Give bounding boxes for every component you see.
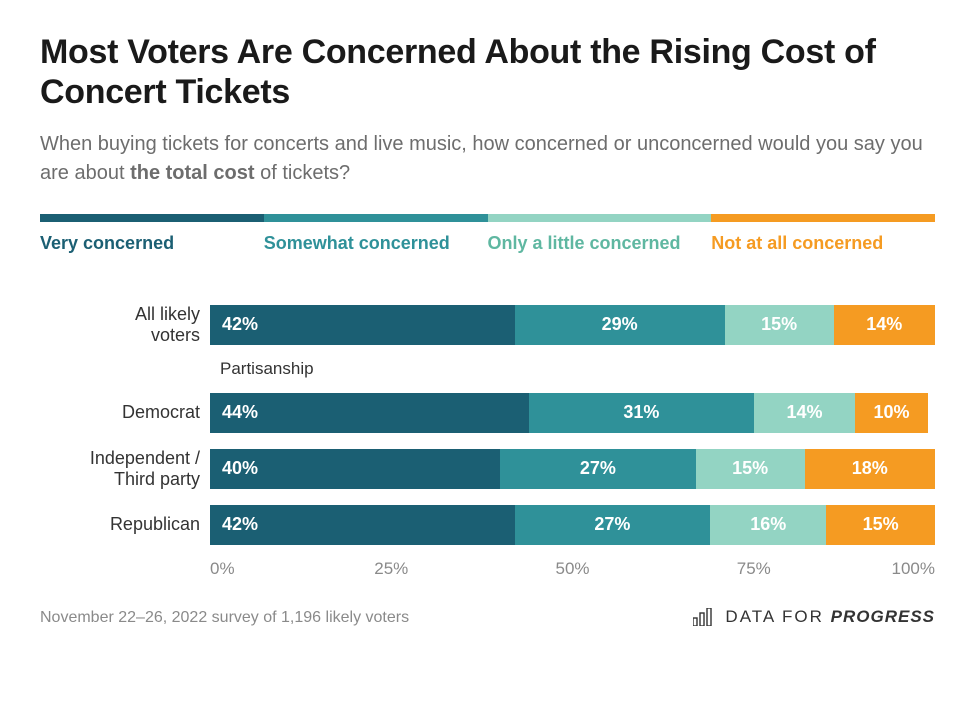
bar-segment: 15% [826, 505, 935, 545]
bar-segment: 42% [210, 505, 515, 545]
bar-segment: 42% [210, 305, 515, 345]
x-axis: 0% 25% 50% 75% 100% [40, 559, 935, 587]
bar-segment: 10% [855, 393, 928, 433]
bar-segment: 44% [210, 393, 529, 433]
brand-text-pre: DATA FOR [725, 607, 830, 626]
legend-item: Only a little concerned [488, 214, 712, 255]
bar-segment: 15% [696, 449, 805, 489]
bar: 44%31%14%10% [210, 393, 935, 433]
bar-segment: 14% [834, 305, 936, 345]
legend-item: Very concerned [40, 214, 264, 255]
legend-label: Somewhat concerned [264, 232, 488, 255]
bar-chart-icon [693, 608, 715, 626]
axis-tick: 100% [892, 559, 935, 579]
bar-segment: 16% [710, 505, 826, 545]
subtitle-post: of tickets? [255, 162, 351, 184]
row-label: All likelyvoters [40, 304, 210, 345]
legend-swatch [488, 214, 712, 222]
bar: 42%27%16%15% [210, 505, 935, 545]
bar: 40%27%15%18% [210, 449, 935, 489]
axis-tick: 75% [737, 559, 771, 579]
legend-swatch [40, 214, 264, 222]
section-label: Partisanship [220, 359, 935, 379]
row-label: Republican [40, 514, 210, 535]
legend-item: Somewhat concerned [264, 214, 488, 255]
subtitle-bold: the total cost [130, 162, 254, 184]
bar-segment: 31% [529, 393, 754, 433]
legend-label: Not at all concerned [711, 232, 935, 255]
legend-label: Only a little concerned [488, 232, 712, 255]
legend-item: Not at all concerned [711, 214, 935, 255]
row-label: Democrat [40, 402, 210, 423]
chart-row: All likelyvoters42%29%15%14% [40, 303, 935, 347]
chart-row: Democrat44%31%14%10% [40, 391, 935, 435]
axis-tick: 25% [374, 559, 408, 579]
legend-label: Very concerned [40, 232, 264, 255]
bar-segment: 40% [210, 449, 500, 489]
legend-swatch [711, 214, 935, 222]
chart-row: Independent /Third party40%27%15%18% [40, 447, 935, 491]
bar-segment: 18% [805, 449, 936, 489]
legend-swatch [264, 214, 488, 222]
source-note: November 22–26, 2022 survey of 1,196 lik… [40, 609, 409, 627]
axis-tick: 50% [555, 559, 589, 579]
bar: 42%29%15%14% [210, 305, 935, 345]
axis-tick: 0% [210, 559, 235, 579]
footer: November 22–26, 2022 survey of 1,196 lik… [40, 607, 935, 627]
row-label: Independent /Third party [40, 448, 210, 489]
bar-segment: 27% [515, 505, 711, 545]
bar-segment: 27% [500, 449, 696, 489]
chart-area: All likelyvoters42%29%15%14%Partisanship… [40, 303, 935, 547]
bar-segment: 29% [515, 305, 725, 345]
bar-segment: 14% [754, 393, 856, 433]
brand: DATA FOR PROGRESS [693, 607, 935, 627]
bar-segment: 15% [725, 305, 834, 345]
legend: Very concernedSomewhat concernedOnly a l… [40, 214, 935, 255]
chart-row: Republican42%27%16%15% [40, 503, 935, 547]
brand-text-strong: PROGRESS [831, 607, 935, 626]
chart-subtitle: When buying tickets for concerts and liv… [40, 130, 935, 188]
chart-title: Most Voters Are Concerned About the Risi… [40, 32, 935, 112]
